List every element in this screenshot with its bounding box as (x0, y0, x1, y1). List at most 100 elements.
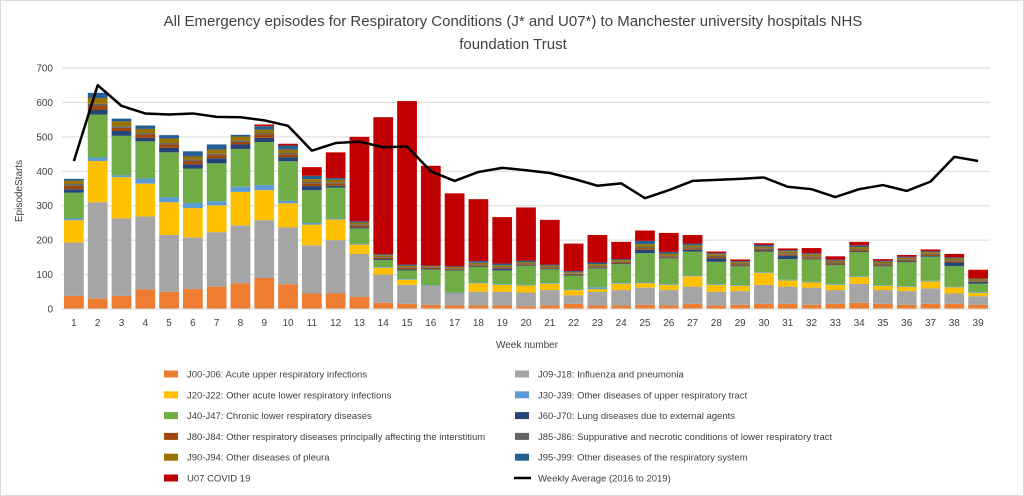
bar-segment-s8-w39 (968, 279, 988, 281)
bar-segment-s5-w17 (444, 269, 465, 271)
bar-segment-s0-w23 (587, 305, 608, 309)
bar-segment-s2-w38 (944, 287, 965, 294)
bar-segment-s6-w32 (801, 257, 822, 259)
legend-swatch (164, 432, 178, 440)
bar-segment-s1-w28 (706, 291, 727, 306)
x-tick-label: 21 (544, 318, 556, 329)
x-tick-label: 6 (190, 318, 196, 329)
bar-segment-s3-w35 (873, 285, 893, 286)
bar-segment-s4-w8 (230, 148, 251, 187)
bar-segment-s5-w9 (254, 137, 275, 143)
x-axis-ticks: 1 2 3 4 5 6 7 8 9 10 11 12 13 14 15 16 17 18 19 20 21 22 23 24 2… (71, 318, 984, 329)
bar-segment-s5-w19 (492, 268, 513, 271)
bar-segment-s6-w38 (944, 261, 965, 263)
x-tick-label: 36 (901, 318, 913, 329)
bar-segment-s0-w29 (730, 304, 751, 309)
bar-segment-s9-w22 (563, 271, 584, 273)
bar-segment-s7-w5 (159, 143, 179, 145)
bar-stack-week-17 (444, 193, 465, 309)
y-tick-label: 100 (36, 270, 53, 281)
bar-segment-s3-w1 (64, 218, 84, 221)
bar-stack-week-22 (563, 243, 584, 309)
bar-segment-s8-w7 (206, 149, 227, 154)
x-tick-label: 16 (425, 318, 437, 329)
bar-segment-s4-w38 (944, 265, 965, 287)
bar-segment-s9-w2 (87, 92, 108, 98)
bar-segment-s1-w13 (349, 253, 370, 297)
bar-segment-s8-w23 (587, 264, 608, 266)
bar-segment-s1-w8 (230, 225, 251, 284)
bar-stack-week-19 (492, 217, 513, 309)
bar-segment-s6-w10 (278, 154, 298, 158)
bar-segment-s1-w11 (301, 245, 322, 294)
bar-segment-s0-w21 (539, 305, 560, 309)
legend-item: J09-J18: Influenza and pneumonia (515, 370, 684, 381)
legend-item: Weekly Average (2016 to 2019) (514, 474, 671, 485)
bar-segment-s6-w30 (754, 249, 774, 251)
bar-stack-week-25 (635, 230, 655, 309)
bar-segment-s6-w2 (87, 105, 108, 111)
bar-stack-week-26 (658, 232, 679, 309)
bar-segment-s9-w16 (420, 265, 441, 267)
bar-segment-s1-w1 (64, 242, 84, 296)
bar-segment-s2-w10 (278, 203, 298, 228)
bar-segment-s9-w37 (920, 251, 941, 253)
bar-segment-s1-w30 (754, 284, 774, 304)
bar-segment-s10-w18 (468, 199, 489, 262)
bar-segment-s10-w12 (325, 152, 346, 179)
bar-segment-s1-w10 (278, 227, 298, 285)
bar-segment-s4-w15 (397, 270, 417, 280)
x-tick-label: 38 (949, 318, 961, 329)
bar-segment-s1-w25 (635, 287, 655, 305)
bar-segment-s6-w29 (730, 264, 751, 266)
bar-stack-week-8 (230, 134, 251, 309)
legend-label: J09-J18: Influenza and pneumonia (538, 370, 684, 381)
bar-segment-s10-w23 (587, 234, 608, 263)
bar-segment-s4-w35 (873, 266, 893, 286)
bar-segment-s4-w32 (801, 259, 822, 282)
bar-segment-s1-w4 (135, 216, 156, 290)
x-tick-label: 10 (282, 318, 294, 329)
bar-segment-s1-w5 (159, 234, 179, 292)
y-axis-ticks: 0 100 200 300 400 500 600 700 (36, 64, 53, 316)
bar-segment-s7-w28 (706, 255, 727, 258)
bar-segment-s3-w21 (539, 283, 560, 284)
bar-stack-week-11 (301, 167, 322, 309)
bar-segment-s5-w23 (587, 267, 608, 269)
bar-segment-s0-w28 (706, 305, 727, 309)
bar-segment-s2-w39 (968, 292, 988, 297)
bar-segment-s6-w28 (706, 257, 727, 259)
bar-segment-s8-w9 (254, 129, 275, 134)
bar-segment-s0-w25 (635, 304, 655, 309)
x-tick-label: 5 (166, 318, 172, 329)
legend-item: J00-J06: Acute upper respiratory infecti… (164, 370, 367, 381)
bar-segment-s2-w20 (516, 285, 536, 293)
bar-segment-s2-w6 (183, 208, 203, 238)
bar-segment-s10-w35 (873, 259, 893, 261)
bar-segment-s3-w25 (635, 282, 655, 284)
bar-segment-s1-w27 (682, 286, 703, 304)
bar-segment-s4-w5 (159, 152, 179, 198)
bar-segment-s7-w17 (444, 268, 465, 269)
bar-segment-s4-w26 (658, 258, 679, 285)
legend-swatch (515, 391, 529, 399)
bar-stack-week-5 (159, 135, 179, 309)
x-tick-label: 19 (497, 318, 509, 329)
bar-segment-s1-w16 (420, 285, 441, 305)
bar-segment-s2-w28 (706, 284, 727, 292)
bar-segment-s0-w12 (325, 293, 346, 309)
bar-segment-s9-w13 (349, 221, 370, 223)
bar-stacks (64, 92, 988, 309)
bar-segment-s1-w17 (444, 293, 465, 306)
bar-segment-s1-w23 (587, 291, 608, 306)
bar-segment-s0-w22 (563, 303, 584, 309)
bar-segment-s3-w11 (301, 222, 322, 225)
legend-label: J30-J39: Other diseases of upper respira… (538, 390, 747, 401)
legend-swatch (164, 370, 178, 378)
bar-segment-s9-w36 (896, 256, 917, 258)
bar-segment-s2-w8 (230, 191, 251, 226)
bar-segment-s7-w25 (635, 247, 655, 249)
bar-segment-s7-w24 (611, 261, 632, 263)
bar-segment-s2-w9 (254, 190, 275, 221)
bar-segment-s5-w24 (611, 263, 632, 265)
